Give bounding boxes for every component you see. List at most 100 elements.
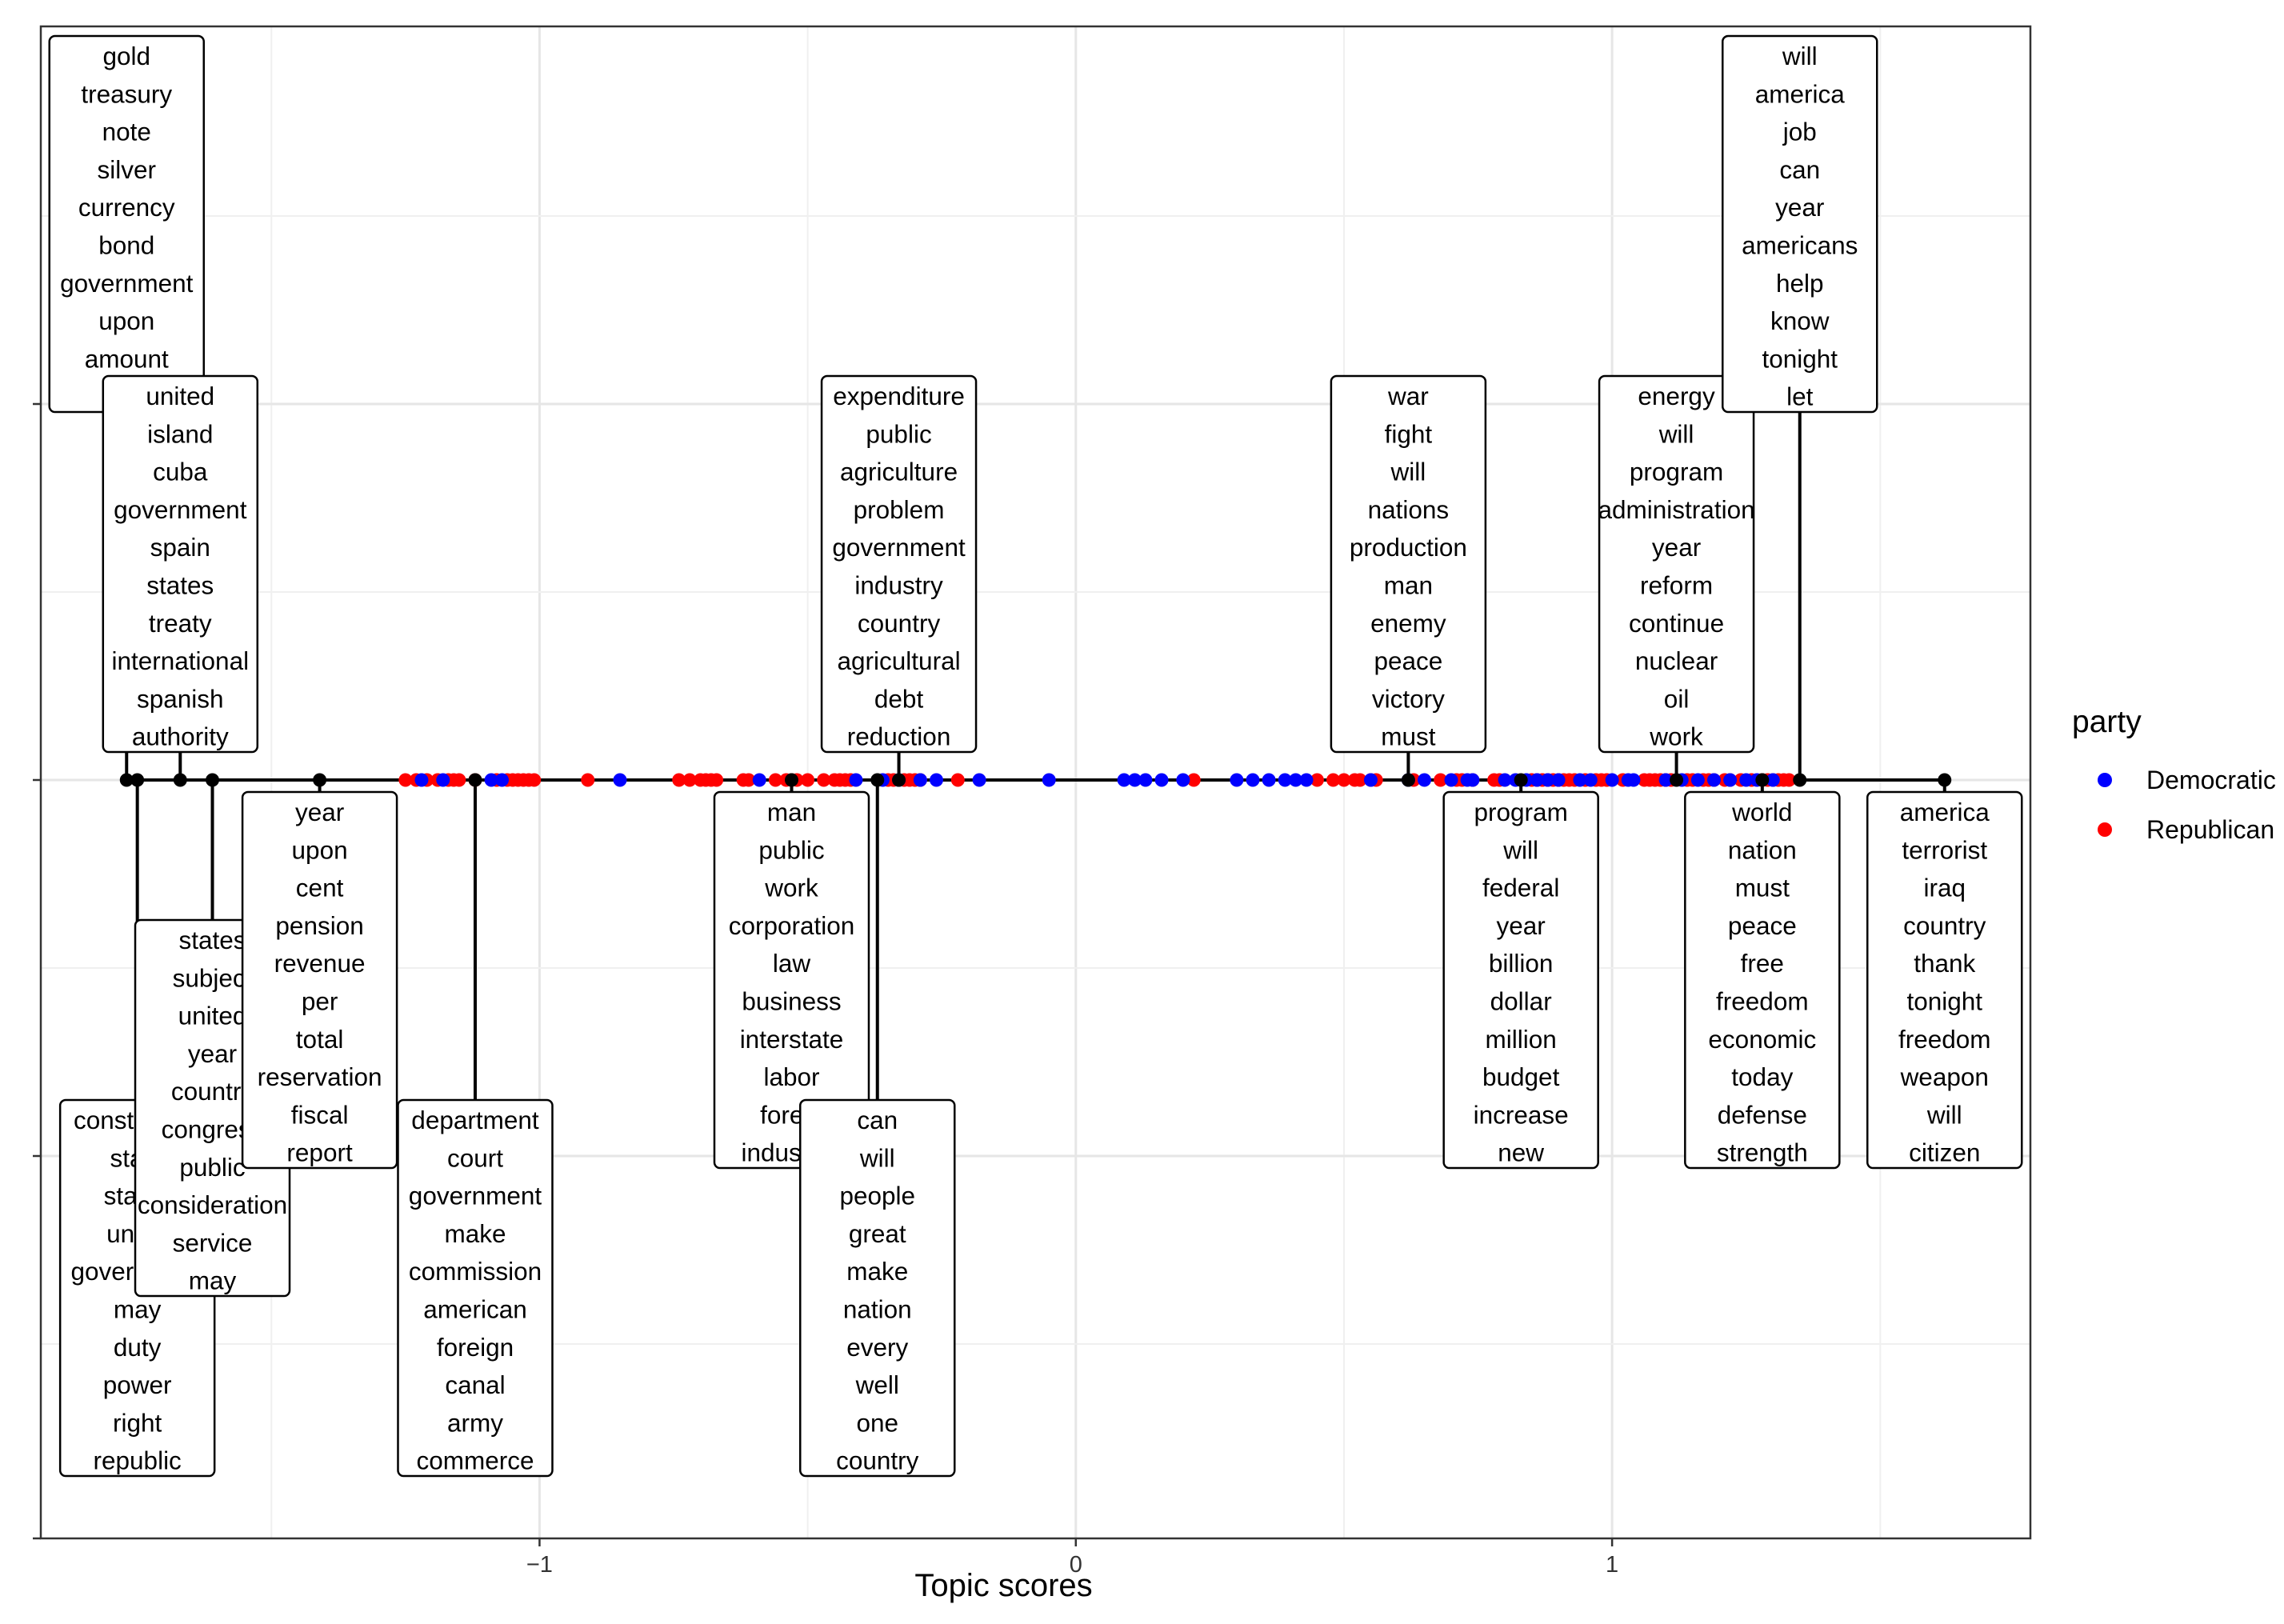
- point-republican: [672, 773, 686, 787]
- topic-label-box: [798, 1098, 956, 1478]
- topic-word: bond: [98, 231, 154, 260]
- x-axis-ticks: −1 0 1: [526, 1538, 1618, 1578]
- x-tick-label: 1: [1606, 1552, 1618, 1578]
- topic-word: billion: [1489, 949, 1554, 978]
- point-republican: [1326, 773, 1341, 787]
- topic-word: fight: [1385, 419, 1433, 448]
- topic-label-15: america terrorist iraq country thank tonight f…: [1866, 790, 2023, 1170]
- legend-key-republican: [2098, 822, 2112, 837]
- point-democratic: [1230, 773, 1244, 787]
- topic-word: republic: [94, 1446, 182, 1475]
- topic-word: will: [859, 1143, 895, 1172]
- topic-point: [1793, 773, 1807, 787]
- topic-word: continue: [1629, 609, 1724, 638]
- point-democratic: [1498, 773, 1512, 787]
- topic-point: [1938, 773, 1952, 787]
- topic-word: labor: [763, 1062, 819, 1091]
- point-democratic: [913, 773, 927, 787]
- point-democratic: [1605, 773, 1619, 787]
- topic-word: great: [849, 1219, 906, 1248]
- topic-word: will: [1926, 1100, 1962, 1129]
- point-republican: [398, 773, 413, 787]
- topic-word: agriculture: [840, 458, 958, 486]
- topic-word: tonight: [1762, 344, 1838, 373]
- topic-word: will: [1390, 458, 1426, 486]
- point-democratic: [1583, 773, 1598, 787]
- point-republican: [801, 773, 815, 787]
- topic-word: strength: [1717, 1138, 1808, 1167]
- point-republican: [581, 773, 595, 787]
- topic-word: well: [855, 1370, 899, 1399]
- topic-word: treaty: [149, 609, 212, 638]
- topic-word: may: [114, 1295, 162, 1324]
- topic-word: will: [1658, 419, 1694, 448]
- point-democratic: [1138, 773, 1153, 787]
- topic-word: nation: [843, 1295, 912, 1324]
- topic-label-box: [713, 790, 870, 1170]
- point-democratic: [484, 773, 498, 787]
- topic-word: authority: [132, 722, 229, 751]
- point-democratic: [1176, 773, 1190, 787]
- topic-labels: gold treasury note silver currency bond govern…: [48, 34, 2023, 1478]
- topic-word: government: [60, 269, 194, 298]
- point-democratic: [849, 773, 863, 787]
- topic-label-14: will america job can year americans help know to…: [1721, 34, 1878, 414]
- point-democratic: [1299, 773, 1314, 787]
- topic-word: agricultural: [838, 646, 961, 675]
- topic-word: upon: [292, 835, 348, 864]
- topic-label-1: gold treasury note silver currency bond govern…: [48, 34, 206, 414]
- topic-word: help: [1776, 269, 1824, 298]
- topic-word: island: [147, 419, 213, 448]
- topic-word: war: [1387, 382, 1429, 410]
- point-republican: [710, 773, 724, 787]
- topic-label-9: can will people great make nation every well one…: [798, 1098, 956, 1478]
- point-republican: [527, 773, 542, 787]
- topic-word: business: [742, 987, 841, 1016]
- point-democratic: [414, 773, 429, 787]
- point-democratic: [1363, 773, 1378, 787]
- topic-word: peace: [1728, 911, 1797, 940]
- topic-word: world: [1731, 798, 1792, 826]
- topic-word: man: [1384, 571, 1433, 600]
- topic-word: country: [171, 1077, 254, 1106]
- topic-word: will: [1782, 42, 1818, 70]
- topic-word: interstate: [740, 1025, 844, 1054]
- topic-word: nation: [1728, 835, 1797, 864]
- topic-label-box: [1598, 374, 1755, 754]
- topic-word: program: [1474, 798, 1568, 826]
- panel-border: [39, 25, 2032, 1540]
- topic-word: court: [447, 1143, 503, 1172]
- topic-word: enemy: [1370, 609, 1446, 638]
- topic-word: victory: [1372, 684, 1445, 713]
- topic-word: revenue: [274, 949, 366, 978]
- topic-word: work: [764, 874, 818, 902]
- topic-word: silver: [97, 155, 156, 184]
- topic-word: today: [1731, 1062, 1793, 1091]
- topic-word: year: [1497, 911, 1546, 940]
- topic-word: nuclear: [1635, 646, 1718, 675]
- topic-point: [892, 773, 906, 787]
- topic-label-2: united island cuba government spain states tre…: [102, 374, 259, 754]
- point-republican: [682, 773, 697, 787]
- topic-word: production: [1350, 533, 1467, 562]
- topic-label-11: program will federal year billion dollar milli…: [1442, 790, 1599, 1170]
- topic-word: gold: [102, 42, 150, 70]
- point-democratic: [1658, 773, 1673, 787]
- x-tick-label: 0: [1070, 1552, 1082, 1578]
- point-republican: [742, 773, 756, 787]
- topic-points: [119, 773, 1952, 787]
- topic-word: america: [1755, 79, 1846, 108]
- topic-word: make: [444, 1219, 506, 1248]
- topic-word: right: [113, 1408, 162, 1437]
- topic-word: country: [1903, 911, 1986, 940]
- topic-word: make: [846, 1257, 908, 1286]
- topic-word: man: [767, 798, 816, 826]
- topic-label-12: energy will program administration year refor…: [1598, 374, 1755, 754]
- topic-word: weapon: [1900, 1062, 1989, 1091]
- point-democratic: [1042, 773, 1056, 787]
- topic-label-8: expenditure public agriculture problem gover…: [820, 374, 978, 754]
- topic-word: free: [1741, 949, 1784, 978]
- point-democratic: [1154, 773, 1169, 787]
- topic-label-5: year upon cent pension revenue per total reserv…: [241, 790, 398, 1170]
